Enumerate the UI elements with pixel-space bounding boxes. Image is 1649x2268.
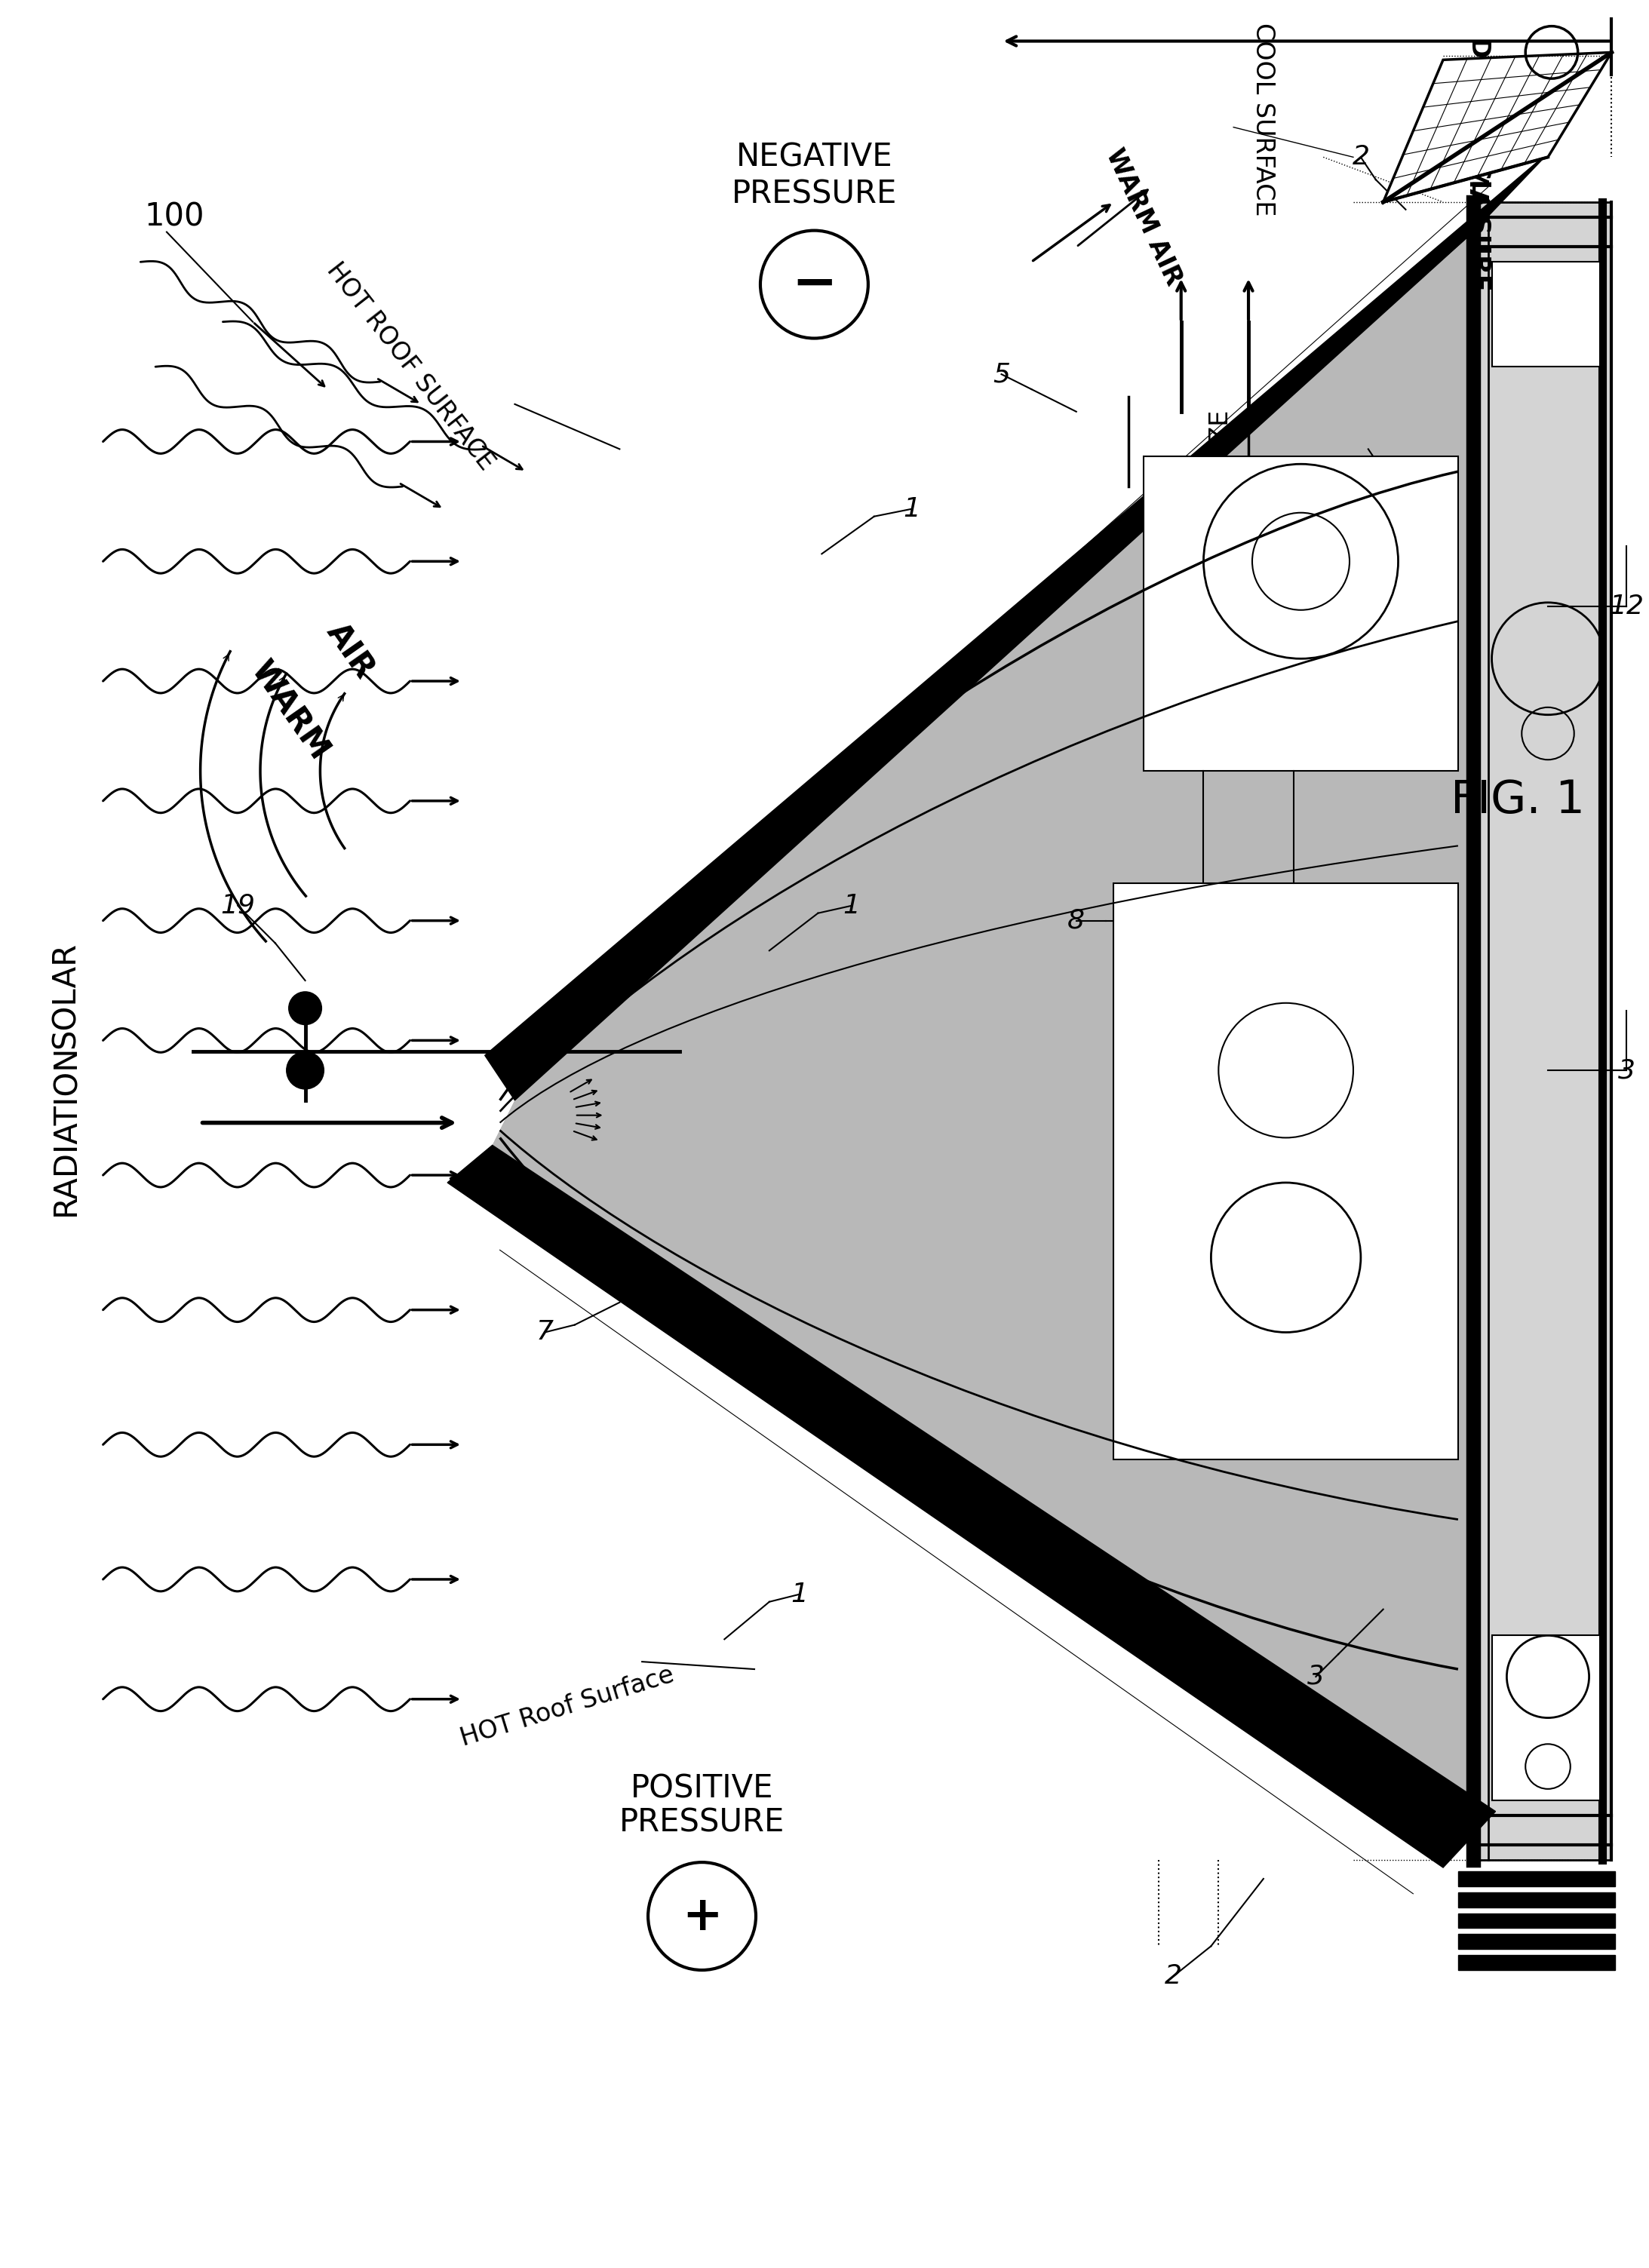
Text: THERMAL: THERMAL [1464, 88, 1489, 225]
Text: POSITIVE: POSITIVE [630, 1774, 773, 1805]
Text: 5: 5 [993, 361, 1011, 388]
Text: WARM: WARM [244, 655, 336, 767]
Text: COOL SURFACE: COOL SURFACE [1252, 23, 1276, 215]
Text: 100: 100 [143, 202, 204, 234]
Circle shape [289, 991, 322, 1025]
Text: WARM AIR: WARM AIR [1102, 145, 1186, 290]
Text: HOT Roof Surface: HOT Roof Surface [457, 1662, 678, 1751]
Text: SOLAR: SOLAR [49, 941, 81, 1048]
Polygon shape [485, 150, 1552, 1100]
Text: PRESSURE: PRESSURE [620, 1808, 785, 1839]
Text: PRESSURE: PRESSURE [732, 179, 897, 211]
Text: 1: 1 [843, 894, 861, 919]
Text: ENCLOSURE: ENCLOSURE [1464, 125, 1489, 295]
Polygon shape [1473, 202, 1611, 1860]
Text: −: − [792, 259, 838, 311]
Text: 19: 19 [221, 894, 256, 919]
Text: 3: 3 [1618, 1057, 1636, 1084]
Polygon shape [1492, 1635, 1600, 1801]
Polygon shape [1113, 882, 1458, 1461]
Text: 2: 2 [1352, 145, 1369, 170]
Text: FIG. 1: FIG. 1 [1451, 778, 1585, 823]
Text: 1: 1 [904, 497, 920, 522]
Polygon shape [1144, 456, 1458, 771]
Circle shape [287, 1052, 323, 1089]
Polygon shape [493, 202, 1496, 1860]
Polygon shape [1458, 1935, 1616, 1948]
Polygon shape [1492, 261, 1600, 367]
Text: BREEZE: BREEZE [1205, 406, 1230, 506]
Polygon shape [1458, 1871, 1616, 1887]
Text: NEGATIVE: NEGATIVE [735, 141, 892, 172]
Text: 2: 2 [1164, 1964, 1182, 1989]
Text: +: + [681, 1894, 722, 1939]
Text: RADIATION: RADIATION [49, 1046, 81, 1216]
Text: 8: 8 [1067, 907, 1085, 934]
Polygon shape [1458, 1892, 1616, 1907]
Polygon shape [493, 202, 1496, 1860]
Text: 3: 3 [1308, 1665, 1324, 1690]
Text: 4: 4 [1405, 497, 1421, 522]
Polygon shape [1458, 1914, 1616, 1928]
Text: AIR: AIR [320, 617, 381, 685]
Text: 7: 7 [536, 1320, 554, 1345]
Polygon shape [1458, 1955, 1616, 1971]
Text: DYNAMIC: DYNAMIC [1464, 39, 1489, 170]
Text: 1: 1 [790, 1581, 808, 1608]
Polygon shape [1384, 52, 1611, 202]
Text: HOT ROOF SURFACE: HOT ROOF SURFACE [322, 259, 498, 476]
Polygon shape [447, 1145, 1496, 1867]
Text: 12: 12 [1609, 594, 1644, 619]
